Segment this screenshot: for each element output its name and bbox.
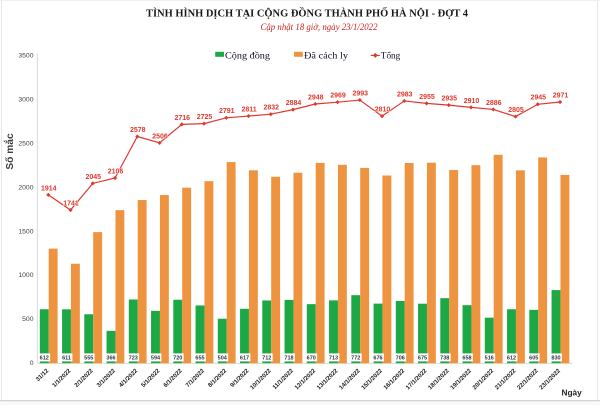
svg-text:Đã cách ly: Đã cách ly [304, 52, 348, 62]
svg-text:658: 658 [462, 355, 471, 361]
svg-text:1741: 1741 [63, 200, 79, 207]
svg-text:2725: 2725 [197, 114, 213, 121]
svg-text:504: 504 [218, 355, 228, 361]
svg-text:712: 712 [262, 355, 271, 361]
svg-text:723: 723 [129, 355, 138, 361]
svg-text:Tổng: Tổng [381, 51, 401, 62]
svg-text:Cập nhật 18 giờ, ngày 23/1/20: Cập nhật 18 giờ, ngày 23/1/2022 [261, 23, 378, 33]
svg-text:2832: 2832 [264, 105, 280, 112]
svg-text:617: 617 [240, 355, 249, 361]
svg-text:738: 738 [440, 355, 449, 361]
svg-text:1500: 1500 [18, 228, 33, 235]
svg-text:2716: 2716 [175, 115, 191, 122]
svg-text:2578: 2578 [130, 127, 146, 134]
svg-text:2811: 2811 [241, 106, 256, 113]
svg-text:718: 718 [284, 355, 293, 361]
svg-text:Ngày: Ngày [562, 387, 583, 397]
svg-text:830: 830 [551, 355, 560, 361]
svg-text:2983: 2983 [397, 91, 413, 98]
svg-text:655: 655 [195, 355, 204, 361]
svg-text:2948: 2948 [308, 94, 324, 101]
svg-text:2993: 2993 [353, 90, 369, 97]
svg-text:Cộng đồng: Cộng đồng [225, 51, 270, 62]
svg-text:0: 0 [30, 360, 34, 367]
svg-text:2106: 2106 [108, 168, 124, 175]
svg-text:2791: 2791 [219, 108, 235, 115]
svg-text:2500: 2500 [18, 141, 33, 148]
svg-text:720: 720 [173, 355, 182, 361]
svg-text:772: 772 [351, 355, 360, 361]
svg-text:TÌNH HÌNH DỊCH TẠI CỘNG ĐỒNG T: TÌNH HÌNH DỊCH TẠI CỘNG ĐỒNG THÀNH PHỐ H… [146, 7, 469, 20]
svg-text:676: 676 [373, 355, 382, 361]
svg-text:2886: 2886 [486, 100, 502, 107]
svg-text:605: 605 [529, 355, 538, 361]
svg-text:2955: 2955 [419, 94, 435, 101]
svg-text:516: 516 [485, 355, 494, 361]
svg-text:1914: 1914 [41, 185, 57, 192]
svg-text:2506: 2506 [152, 133, 168, 140]
svg-text:2969: 2969 [330, 93, 346, 100]
svg-text:713: 713 [329, 355, 338, 361]
svg-text:366: 366 [106, 355, 115, 361]
svg-text:1000: 1000 [18, 272, 33, 279]
svg-text:2935: 2935 [442, 96, 458, 103]
svg-text:2045: 2045 [86, 174, 102, 181]
svg-text:706: 706 [396, 355, 405, 361]
svg-text:3500: 3500 [18, 53, 33, 60]
svg-text:611: 611 [62, 355, 71, 361]
svg-text:2884: 2884 [286, 100, 302, 107]
svg-text:612: 612 [40, 355, 49, 361]
svg-text:500: 500 [22, 316, 34, 323]
svg-text:594: 594 [151, 355, 161, 361]
svg-text:2971: 2971 [553, 92, 569, 99]
svg-text:2000: 2000 [18, 184, 33, 191]
svg-text:675: 675 [418, 355, 427, 361]
svg-text:3000: 3000 [18, 97, 33, 104]
svg-text:2810: 2810 [375, 107, 391, 114]
svg-text:2805: 2805 [508, 107, 524, 114]
svg-text:612: 612 [507, 355, 516, 361]
svg-text:670: 670 [307, 355, 316, 361]
svg-text:555: 555 [84, 355, 93, 361]
svg-text:Số mắc: Số mắc [3, 133, 16, 170]
svg-text:2910: 2910 [464, 98, 480, 105]
svg-text:2945: 2945 [531, 95, 547, 102]
